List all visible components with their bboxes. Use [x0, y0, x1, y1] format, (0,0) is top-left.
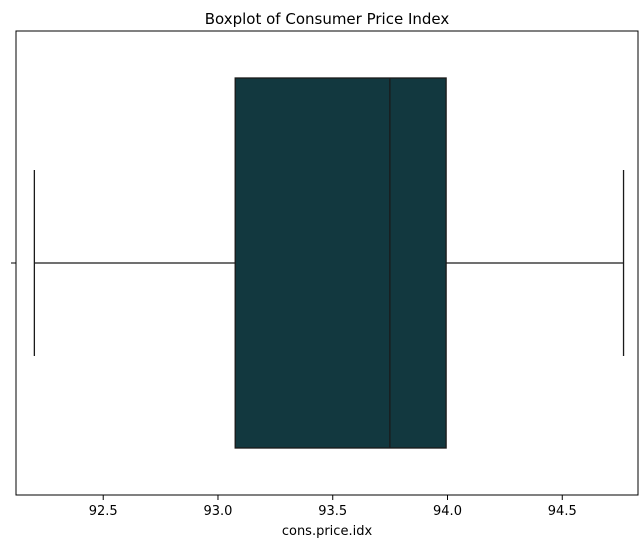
x-tick-label: 94.5 — [548, 504, 577, 519]
x-tick-label: 92.5 — [89, 504, 118, 519]
whisker-group — [33, 170, 625, 356]
x-tick-label: 94.0 — [433, 504, 462, 519]
x-axis: 92.5 93.0 93.5 94.0 94.5 — [89, 495, 577, 519]
x-tick-label: 93.0 — [204, 504, 233, 519]
x-axis-label: cons.price.idx — [282, 524, 373, 539]
iqr-box — [234, 77, 447, 449]
box-group — [234, 77, 447, 449]
x-tick-label: 93.5 — [318, 504, 347, 519]
chart-title: Boxplot of Consumer Price Index — [205, 10, 450, 28]
